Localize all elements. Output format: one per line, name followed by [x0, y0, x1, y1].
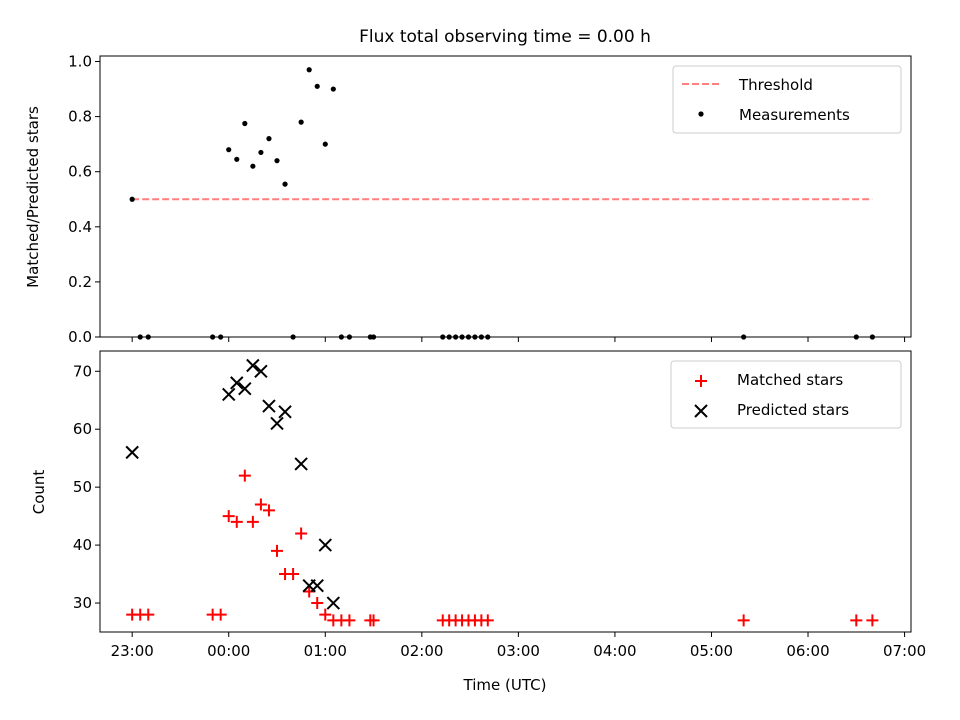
predicted-star-point	[125, 445, 139, 460]
top-y-tick-label: 1.0	[68, 53, 92, 71]
top-legend: Threshold Measurements	[672, 65, 902, 134]
measurement-point	[298, 119, 304, 125]
top-y-tick-label: 0.8	[68, 108, 92, 126]
matched-star-point	[367, 614, 380, 627]
predicted-star-point	[310, 578, 324, 593]
measurement-point	[322, 141, 328, 147]
legend-matched-swatch	[695, 375, 707, 387]
predicted-star-point	[294, 457, 308, 471]
bottom-y-axis-label: Count	[30, 470, 48, 515]
top-y-tick-label: 0.4	[68, 218, 92, 236]
measurement-point	[282, 181, 288, 187]
top-axes-frame	[99, 55, 912, 338]
bottom-y-ticks: 30 40 50 60 70	[73, 362, 100, 612]
legend-threshold-label: Threshold	[738, 76, 813, 94]
matched-star-point	[230, 515, 243, 528]
predicted-star-point	[222, 387, 236, 402]
bottom-panel: 30 40 50 60 70 23:00 00:00 01:00 02:00 03:00 04:0…	[30, 350, 926, 694]
bottom-y-tick-label: 30	[73, 594, 92, 612]
bottom-x-ticks: 23:00 00:00 01:00 02:00 03:00 04:00 05:00 06:00…	[111, 632, 926, 660]
measurement-point	[242, 120, 248, 127]
measurement-point	[266, 136, 272, 142]
x-tick-label: 00:00	[207, 642, 250, 660]
matched-star-point	[343, 614, 356, 627]
predicted-star-point	[230, 376, 244, 390]
matched-star-point	[737, 614, 750, 627]
measurement-point	[274, 158, 280, 164]
matched-star-point	[319, 608, 332, 621]
x-tick-label: 06:00	[786, 642, 829, 660]
top-y-tick-label: 0.6	[68, 163, 92, 181]
predicted-star-point	[238, 381, 252, 396]
predicted-star-point	[254, 364, 268, 378]
predicted-star-point	[246, 358, 260, 373]
matched-star-point	[262, 504, 275, 517]
top-y-tick-label: 0.2	[68, 273, 92, 291]
matched-star-point	[142, 608, 155, 621]
matched-star-point	[246, 515, 259, 528]
measurement-point	[234, 156, 240, 162]
legend-measurements-swatch	[698, 111, 704, 117]
bottom-y-tick-label: 40	[73, 536, 92, 554]
top-x-ticks	[131, 337, 906, 342]
x-tick-label: 05:00	[690, 642, 733, 660]
legend-matched-label: Matched stars	[737, 371, 843, 389]
predicted-star-point	[262, 399, 276, 413]
bottom-y-tick-label: 70	[73, 362, 92, 380]
x-tick-label: 04:00	[593, 642, 636, 660]
chart-title: Flux total observing time = 0.00 h	[359, 27, 651, 47]
x-tick-label: 01:00	[304, 642, 347, 660]
x-tick-label: 23:00	[111, 642, 154, 660]
matched-star-point	[287, 568, 300, 581]
top-legend-box	[672, 65, 902, 134]
bottom-legend-box	[670, 360, 902, 429]
top-y-tick-label: 0.0	[68, 328, 92, 346]
matched-star-point	[303, 585, 316, 598]
measurement-point	[129, 196, 135, 202]
measurement-point	[314, 83, 320, 89]
x-tick-label: 07:00	[883, 642, 926, 660]
matched-star-point	[238, 469, 251, 482]
matched-star-point	[214, 608, 227, 621]
top-y-axis-label: Matched/Predicted stars	[24, 106, 42, 288]
predicted-star-point	[326, 596, 341, 610]
measurement-point	[226, 147, 232, 153]
bottom-legend: Matched stars Predicted stars	[670, 360, 902, 429]
matched-star-point	[295, 527, 308, 540]
legend-predicted-label: Predicted stars	[737, 401, 849, 419]
legend-measurements-label: Measurements	[739, 106, 850, 124]
predicted-star-point	[318, 538, 332, 552]
bottom-y-tick-label: 50	[73, 478, 92, 496]
matched-star-point	[481, 614, 494, 627]
predicted-star-point	[270, 416, 284, 431]
measurement-point	[258, 149, 264, 156]
x-tick-label: 03:00	[497, 642, 540, 660]
bottom-axes-frame	[99, 350, 912, 633]
x-axis-label: Time (UTC)	[463, 676, 547, 694]
measurement-point	[330, 86, 336, 92]
matched-star-point	[866, 614, 879, 627]
bottom-y-tick-label: 60	[73, 420, 92, 438]
matched-star-point	[311, 597, 324, 610]
matched-star-point	[254, 498, 267, 511]
matched-star-point	[222, 510, 235, 523]
predicted-star-point	[278, 405, 292, 419]
measurement-point	[306, 67, 312, 73]
top-panel: 0.0 0.2 0.4 0.6 0.8 1.0 Matched/Predicted sta…	[24, 53, 912, 346]
measurement-point	[250, 163, 256, 169]
x-tick-label: 02:00	[400, 642, 443, 660]
matched-star-point	[271, 544, 284, 557]
legend-predicted-swatch	[694, 404, 708, 418]
bottom-plot-marks	[125, 358, 879, 627]
top-y-ticks: 0.0 0.2 0.4 0.6 0.8 1.0	[68, 53, 100, 346]
matched-star-point	[850, 614, 863, 627]
